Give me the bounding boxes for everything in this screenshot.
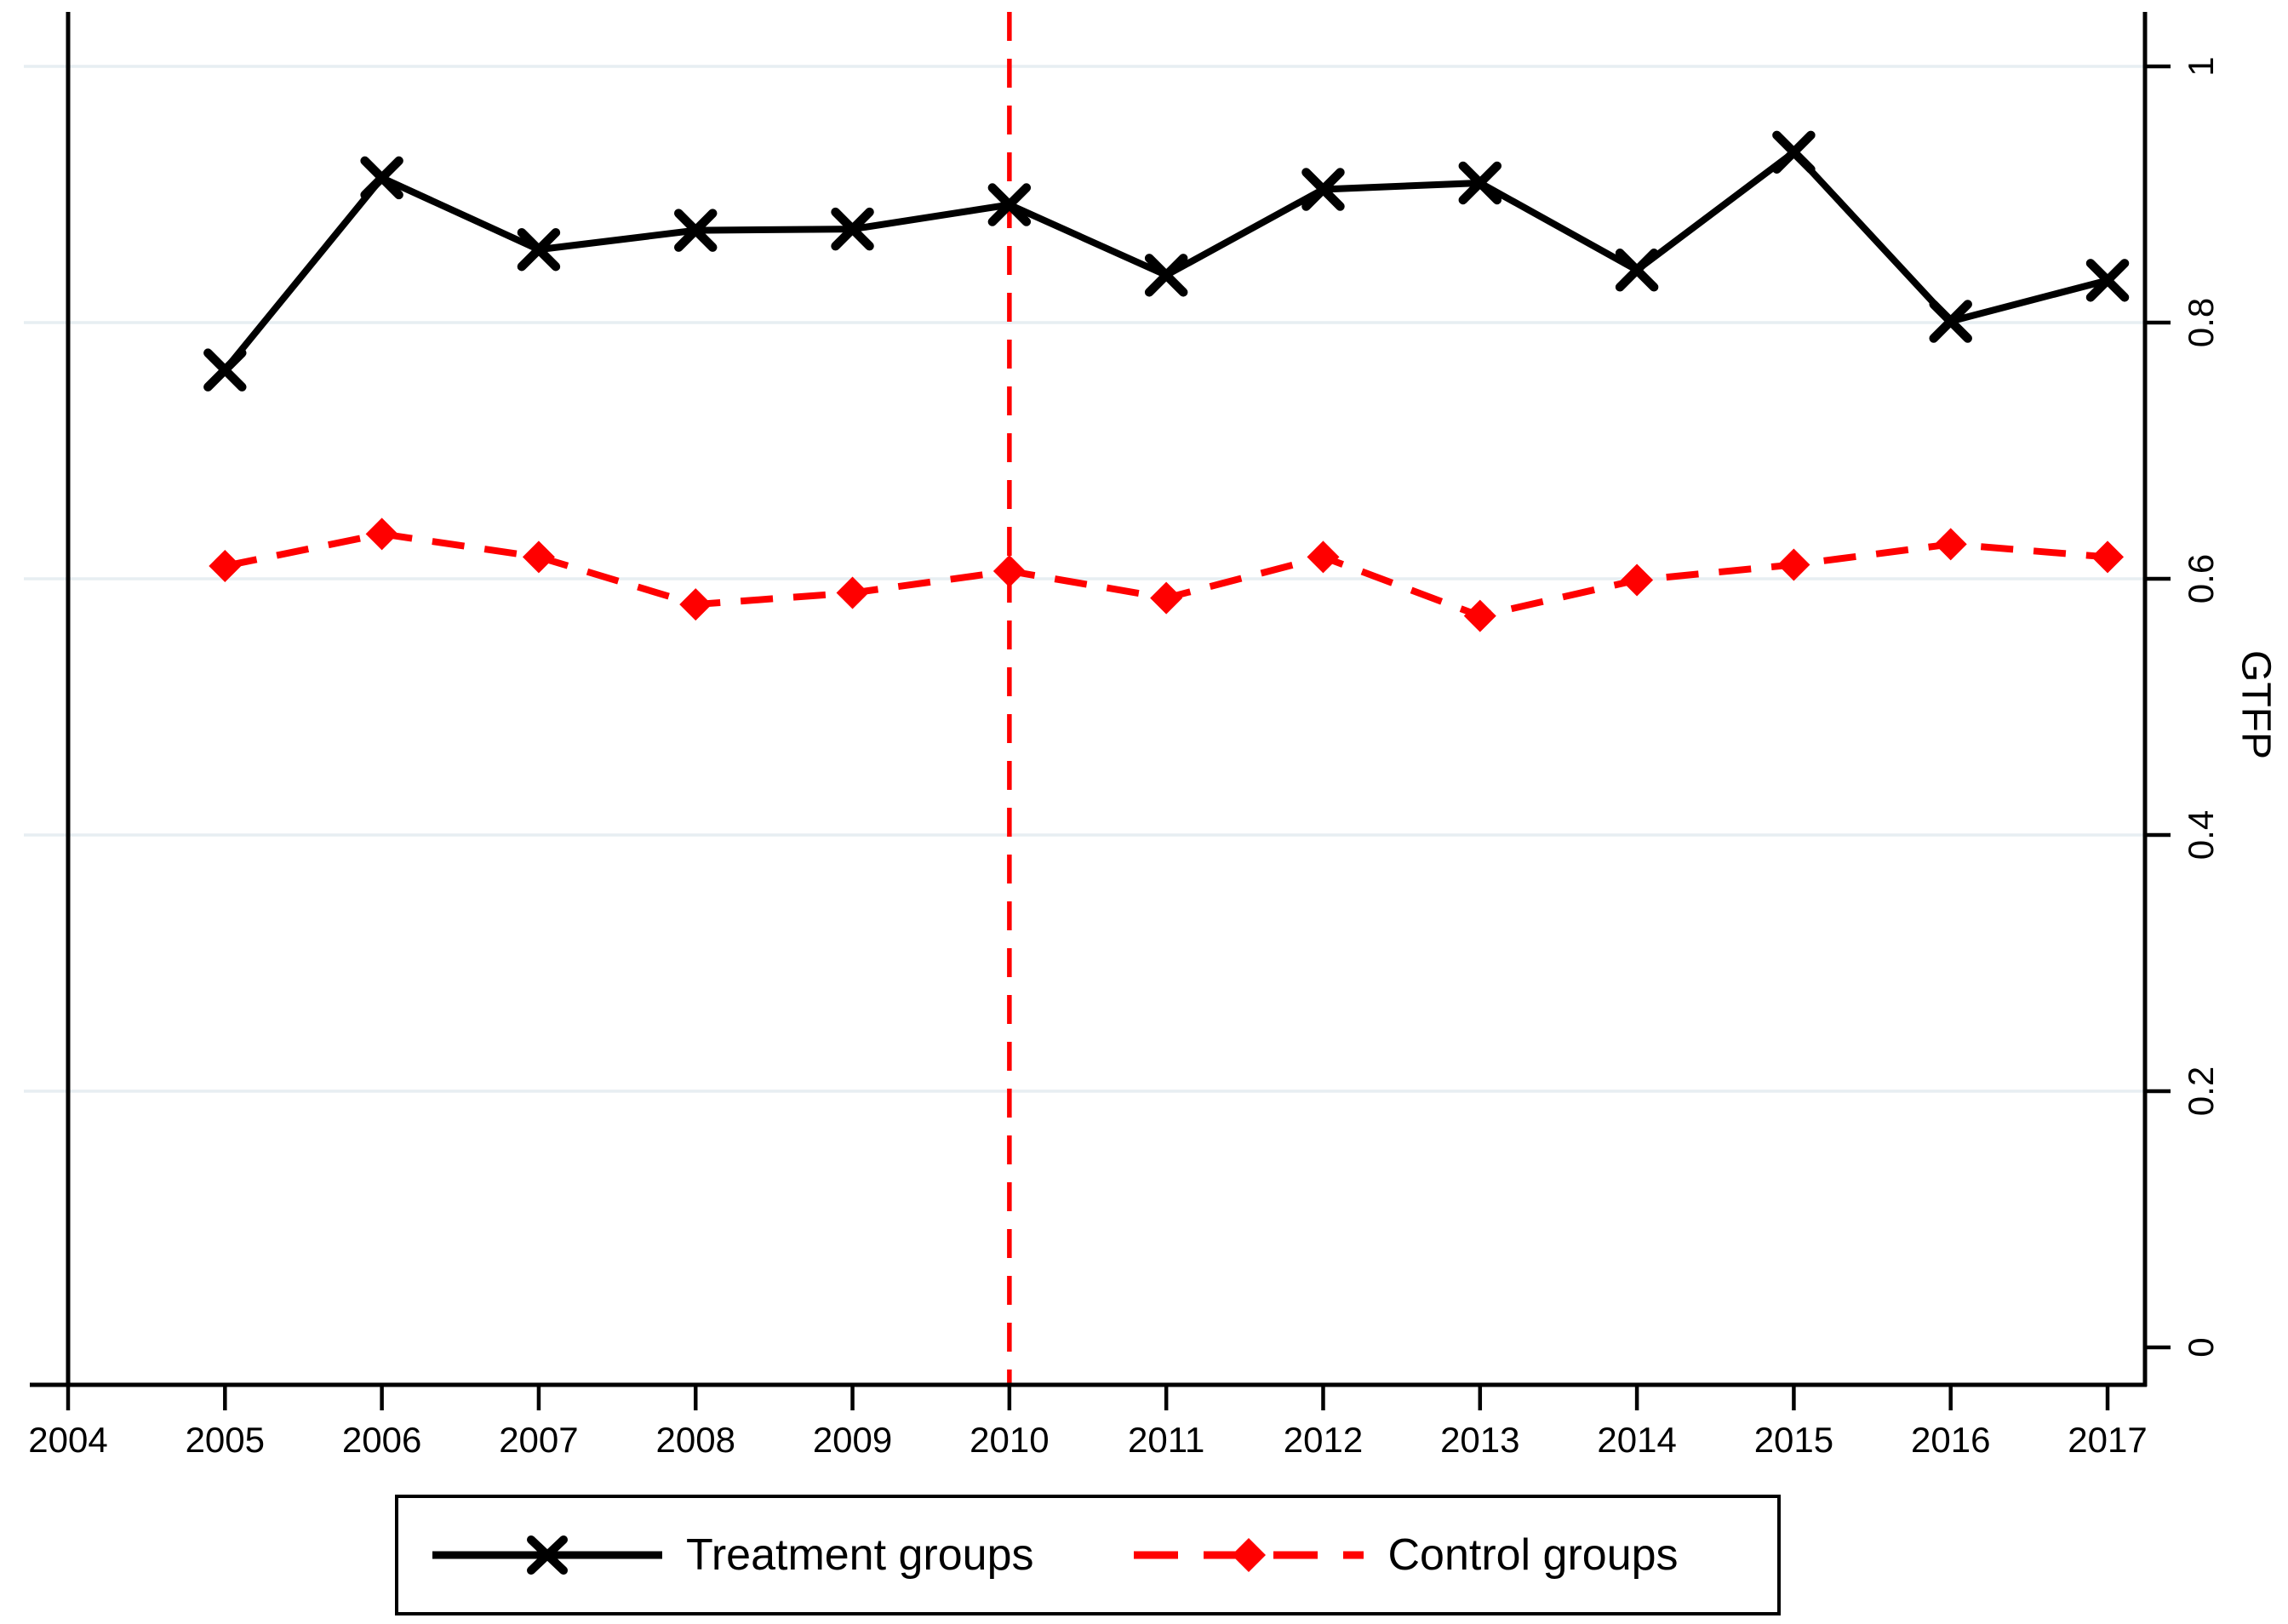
x-tick-label: 2011 (1127, 1420, 1205, 1460)
y-tick-label: 0.4 (2181, 809, 2221, 861)
control-diamond-marker (365, 518, 398, 551)
x-tick-label: 2014 (1597, 1420, 1677, 1460)
legend: Treatment groups Control groups (395, 1495, 1781, 1615)
treatment-x-marker (1458, 161, 1502, 205)
control-diamond-marker (679, 588, 712, 621)
x-tick-label: 2004 (28, 1420, 108, 1460)
x-tick-label: 2010 (970, 1420, 1050, 1460)
treatment-x-marker (1772, 130, 1816, 174)
treatment-x-marker (987, 183, 1032, 226)
y-tick-label: 0.8 (2181, 297, 2221, 348)
y-tick-label: 0 (2181, 1337, 2221, 1358)
y-axis-title: GTFP (2233, 650, 2279, 759)
treatment-x-marker (360, 156, 403, 200)
y-tick-label: 0.2 (2181, 1066, 2221, 1117)
y-tick-label: 1 (2181, 56, 2221, 77)
treatment-series-line (222, 147, 2109, 373)
legend-item-control: Control groups (1129, 1524, 1679, 1586)
treatment-x-marker (1929, 300, 1972, 343)
treatment-line-sample-icon (432, 1535, 662, 1575)
treatment-x-marker (517, 227, 561, 272)
treatment-x-marker (831, 207, 874, 251)
control-diamond-marker (522, 540, 555, 574)
legend-item-treatment: Treatment groups (427, 1524, 1033, 1586)
x-tick-label: 2016 (1911, 1420, 1991, 1460)
control-diamond-marker (836, 576, 869, 609)
x-tick-label: 2017 (2068, 1420, 2148, 1460)
control-diamond-marker (1934, 528, 1967, 561)
x-tick-label: 2005 (185, 1420, 266, 1460)
legend-label-control: Control groups (1387, 1530, 1679, 1580)
treatment-x-marker (1144, 254, 1188, 297)
x-tick-label: 2012 (1283, 1420, 1364, 1460)
treatment-x-marker (2085, 259, 2130, 302)
control-line-sample-icon (1134, 1538, 1364, 1572)
control-diamond-marker (1150, 581, 1183, 615)
x-marker-icon (527, 1535, 568, 1575)
control-diamond-marker (1463, 599, 1496, 632)
y-tick-label: 0.6 (2181, 553, 2221, 604)
control-diamond-marker (209, 549, 242, 582)
control-diamond-marker (2091, 540, 2125, 574)
x-tick-label: 2007 (499, 1420, 579, 1460)
x-tick-label: 2013 (1440, 1420, 1520, 1460)
treatment-x-marker (203, 348, 247, 392)
treatment-x-marker (1301, 168, 1345, 211)
x-tick-label: 2009 (812, 1420, 893, 1460)
x-tick-label: 2008 (655, 1420, 735, 1460)
legend-label-treatment: Treatment groups (686, 1530, 1034, 1580)
control-diamond-marker (1621, 563, 1654, 597)
treatment-x-marker (673, 209, 718, 252)
x-tick-label: 2006 (341, 1420, 422, 1460)
control-diamond-marker (992, 554, 1026, 587)
control-diamond-marker (1307, 540, 1340, 574)
treatment-x-marker (1615, 249, 1659, 292)
x-tick-label: 2015 (1753, 1420, 1834, 1460)
control-diamond-marker (1777, 548, 1810, 581)
diamond-marker-icon (1232, 1538, 1267, 1572)
